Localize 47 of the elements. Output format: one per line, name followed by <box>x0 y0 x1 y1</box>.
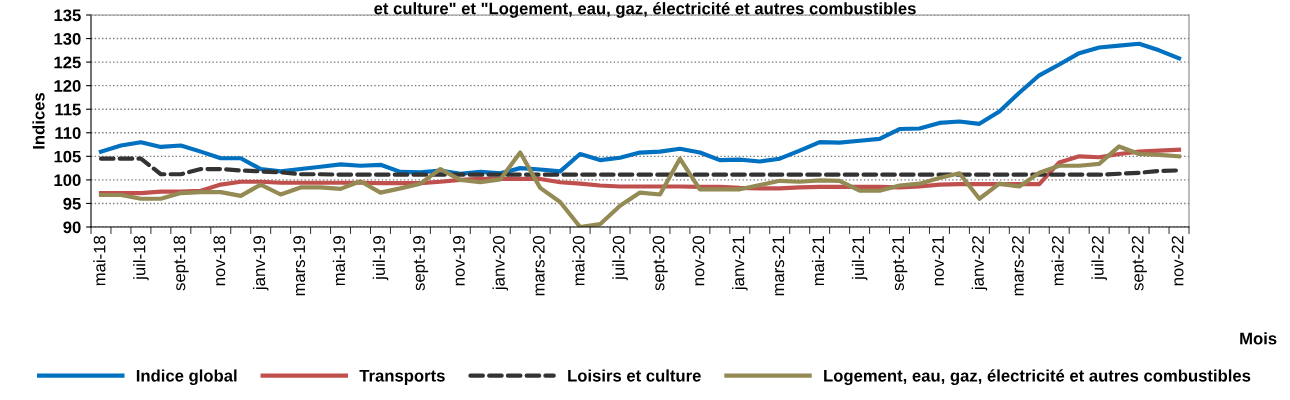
x-tick-label: mai-19 <box>332 236 346 286</box>
x-tick-label: mai-21 <box>811 236 825 286</box>
x-tick-label: mars-22 <box>1011 236 1024 296</box>
x-tick-label: janv-21 <box>732 236 748 291</box>
x-tick-label: juil-19 <box>372 236 389 281</box>
x-axis-title: Mois <box>1240 332 1277 345</box>
x-tick-label: nov-21 <box>932 236 944 286</box>
line-series <box>98 144 1182 227</box>
legend-label: Transports <box>359 370 445 385</box>
chart-title: et culture" et "Logement, eau, gaz, électricité et autres combustibles <box>374 2 916 18</box>
y-tick-label: 125 <box>54 56 81 69</box>
x-tick-label: nov-22 <box>1171 236 1184 286</box>
x-tick-label: juil-21 <box>851 236 868 281</box>
legend-label: Logement, eau, gaz, électricité et autres combustibles <box>824 369 1251 385</box>
y-tick-label: 120 <box>54 80 81 92</box>
x-tick-label: juil-20 <box>612 235 628 281</box>
x-tick-label: nov-18 <box>213 236 226 286</box>
x-tick-label: mai-18 <box>93 236 106 286</box>
x-tick-label: mars-19 <box>293 236 306 296</box>
line-series <box>98 41 1182 176</box>
x-tick-label: mai-20 <box>572 235 585 286</box>
x-tick-label: sept-21 <box>892 236 908 291</box>
x-tick-label: sept-18 <box>173 236 189 291</box>
y-tick-label: 105 <box>54 150 81 163</box>
y-tick-label: 115 <box>55 103 81 116</box>
x-tick-label: mai-22 <box>1051 236 1064 286</box>
x-tick-label: mars-20 <box>532 235 545 296</box>
y-tick-label: 95 <box>63 197 81 210</box>
x-tick-label: sept-22 <box>1131 236 1147 291</box>
x-tick-label: sept-20 <box>652 235 668 291</box>
x-tick-label: nov-20 <box>692 235 705 286</box>
y-tick-label: 135 <box>54 9 81 22</box>
x-tick-label: janv-19 <box>252 236 269 291</box>
legend-label: Loisirs et culture <box>568 369 701 382</box>
y-tick-label: 130 <box>54 32 81 45</box>
y-axis-title: Indices <box>32 92 45 149</box>
x-tick-label: nov-19 <box>453 236 465 286</box>
x-tick-label: janv-20 <box>492 235 509 291</box>
x-tick-label: mars-21 <box>772 236 785 296</box>
x-tick-label: janv-22 <box>971 236 988 291</box>
y-tick-label: 100 <box>54 174 81 187</box>
x-tick-label: sept-19 <box>413 236 429 291</box>
x-tick-label: juil-22 <box>1091 236 1107 281</box>
legend-label: Indice global <box>136 369 237 385</box>
y-tick-label: 110 <box>55 127 81 139</box>
y-tick-label: 90 <box>63 221 81 234</box>
x-tick-label: juil-18 <box>133 236 149 281</box>
